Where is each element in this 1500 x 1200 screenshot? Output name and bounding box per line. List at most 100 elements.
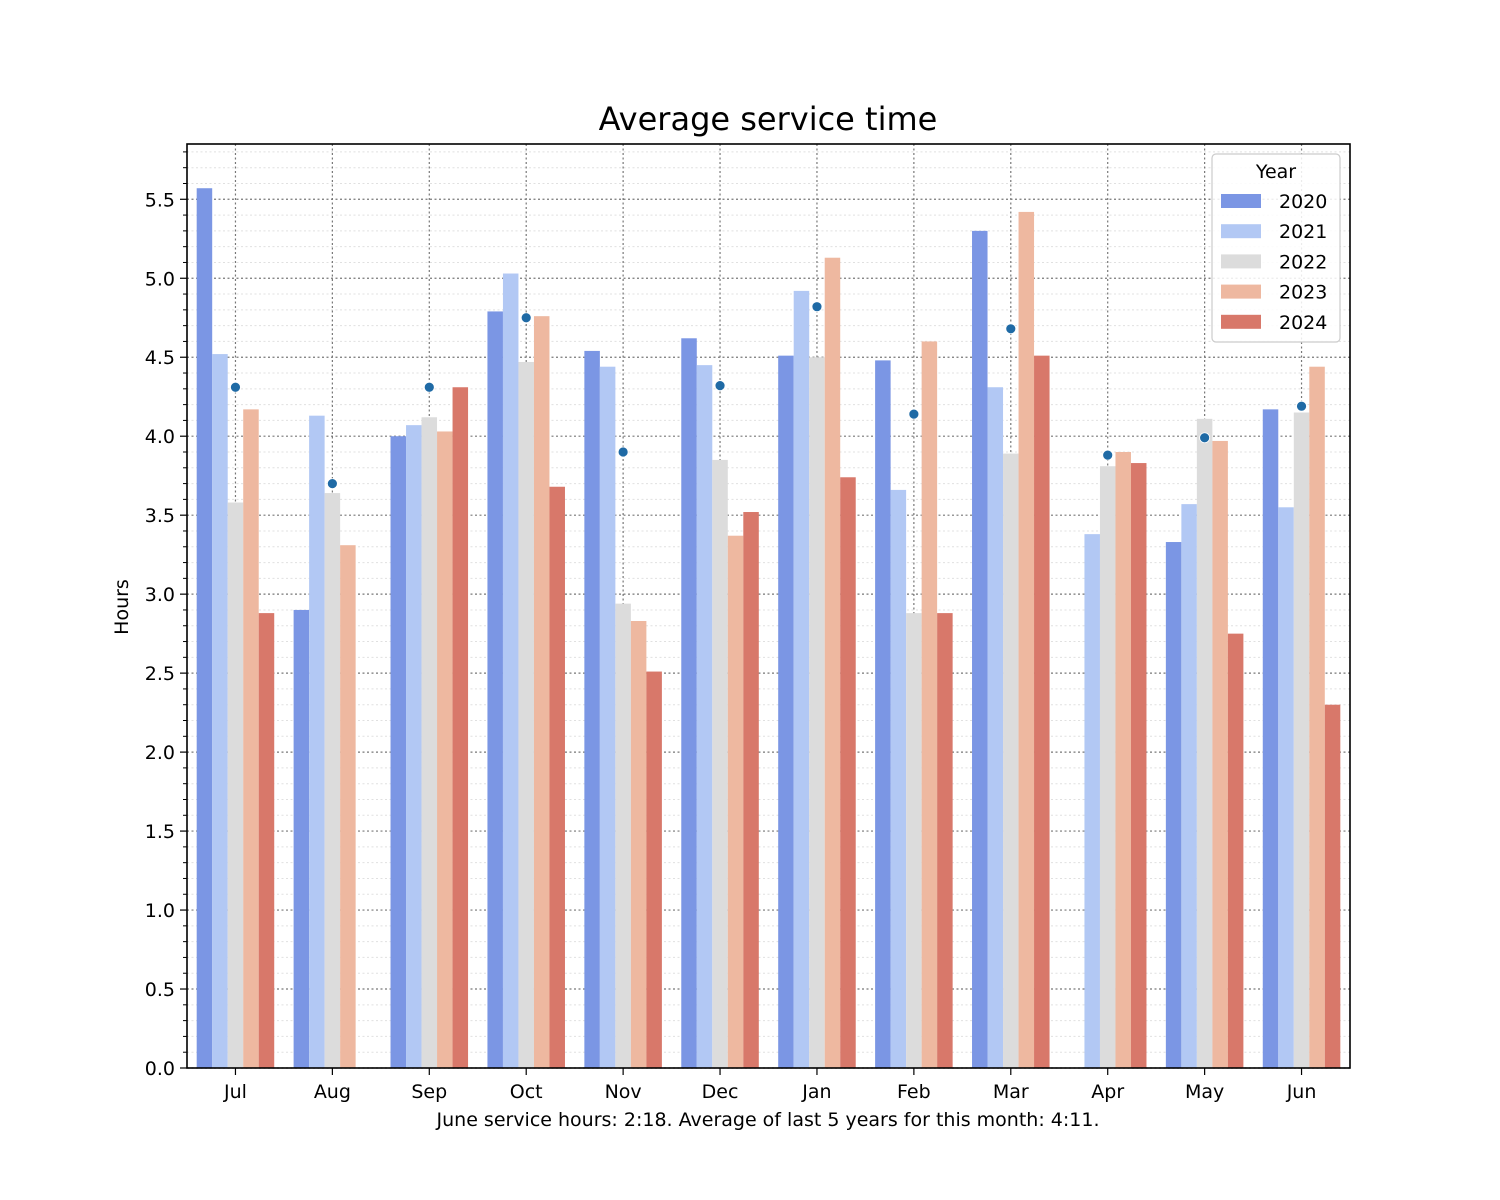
bar-2021-Nov [599, 366, 616, 1068]
legend-label-2024: 2024 [1279, 312, 1327, 334]
y-tick-label: 5.5 [145, 189, 175, 211]
average-marker-Apr [1102, 449, 1114, 461]
bar-2022-Jul [227, 502, 244, 1068]
bar-2021-Aug [309, 415, 325, 1069]
bar-2020-Jan [778, 355, 794, 1069]
x-tick-label: Oct [510, 1081, 543, 1103]
average-marker-Oct [520, 312, 532, 324]
bar-series-2024 [258, 355, 1341, 1069]
bar-2024-Jan [840, 477, 856, 1068]
bar-2024-Dec [743, 512, 759, 1068]
bar-2021-Dec [696, 365, 713, 1069]
bar-2022-May [1196, 418, 1213, 1068]
bar-2022-Dec [712, 459, 728, 1068]
bar-2024-Nov [646, 671, 662, 1068]
bar-2023-Feb [921, 341, 938, 1068]
bar-2022-Aug [324, 493, 341, 1069]
bar-2023-Sep [437, 431, 453, 1068]
average-marker-Jan [811, 301, 823, 313]
legend-label-2022: 2022 [1279, 251, 1327, 273]
y-tick-label: 1.5 [145, 821, 175, 843]
bar-2022-Mar [1003, 453, 1019, 1069]
average-markers-group [230, 301, 1307, 489]
bar-2024-Feb [937, 613, 953, 1068]
bar-2023-Jul [243, 409, 259, 1068]
bar-2022-Oct [518, 361, 534, 1068]
bar-2020-Jun [1262, 409, 1279, 1068]
bar-2022-Nov [615, 603, 631, 1068]
bar-2022-Feb [906, 613, 922, 1068]
x-tick-label: Dec [702, 1081, 739, 1103]
average-marker-Feb [908, 408, 920, 420]
x-tick-label: Jul [223, 1081, 247, 1103]
bar-2021-Sep [406, 425, 422, 1069]
bar-series-2023 [243, 211, 1325, 1069]
y-tick-label: 4.0 [145, 426, 175, 448]
bar-2023-Nov [630, 621, 647, 1068]
legend-label-2020: 2020 [1279, 191, 1327, 213]
legend-swatch-2023 [1221, 284, 1261, 299]
average-marker-Dec [714, 380, 726, 392]
bar-2021-Feb [890, 489, 907, 1068]
y-tick-label: 5.0 [145, 268, 175, 290]
x-tick-label: Nov [605, 1081, 642, 1103]
bar-series-2020 [196, 188, 1279, 1069]
minor-gridlines [187, 151, 1350, 1053]
y-tick-label: 3.5 [145, 505, 175, 527]
average-marker-Sep [423, 381, 435, 393]
x-tick-label: Feb [897, 1081, 931, 1103]
bar-2021-Oct [502, 273, 519, 1068]
y-tick-label: 2.5 [145, 663, 175, 685]
bar-2020-Nov [584, 350, 600, 1068]
x-tick-label: Mar [993, 1081, 1029, 1103]
legend-swatch-2021 [1221, 224, 1261, 239]
bar-2021-Jan [793, 290, 810, 1068]
bar-2020-Oct [487, 311, 503, 1068]
bar-2024-Jun [1324, 704, 1341, 1068]
bar-2021-May [1181, 504, 1197, 1069]
bar-2024-May [1227, 633, 1244, 1068]
bar-2023-May [1212, 440, 1228, 1068]
bar-series-2022 [227, 357, 1310, 1069]
legend-swatch-2020 [1221, 194, 1261, 208]
y-tick-label: 0.0 [145, 1058, 175, 1080]
bar-2020-May [1165, 542, 1182, 1068]
legend-swatch-2024 [1221, 314, 1261, 329]
plot-frame [186, 143, 1351, 1069]
bar-2023-Jun [1309, 366, 1325, 1068]
legend-swatch-2022 [1221, 254, 1261, 269]
x-tick-label: Aug [314, 1081, 351, 1103]
bar-2022-Jan [809, 357, 825, 1068]
y-axis: 0.0 0.5 1.0 1.5 2.0 2.5 3.0 3.5 4.0 4.5 5.0 5.5 [145, 151, 187, 1080]
x-tick-label: Apr [1091, 1081, 1124, 1103]
y-axis-label: Hours [111, 579, 133, 635]
legend-title: Year [1255, 161, 1296, 183]
bar-2022-Jun [1293, 412, 1310, 1068]
bar-2024-Oct [549, 486, 565, 1068]
x-tick-label: Jan [801, 1081, 831, 1103]
bar-2024-Sep [452, 387, 469, 1068]
bar-2024-Apr [1130, 463, 1147, 1068]
bar-2023-Jan [824, 257, 841, 1068]
average-marker-May [1199, 432, 1211, 444]
legend: Year 2020 2021 2022 2023 2024 [1211, 153, 1341, 343]
bar-2020-Jul [196, 188, 213, 1068]
legend-label-2023: 2023 [1279, 282, 1327, 304]
bar-series-2021 [212, 273, 1294, 1069]
bar-2022-Apr [1099, 466, 1116, 1068]
y-tick-label: 0.5 [145, 979, 175, 1001]
legend-label-2021: 2021 [1279, 221, 1327, 243]
bar-2024-Mar [1034, 355, 1050, 1069]
bar-2020-Mar [972, 230, 988, 1068]
average-marker-Mar [1005, 323, 1017, 335]
bar-2022-Sep [421, 417, 438, 1068]
y-tick-label: 1.0 [145, 900, 175, 922]
bar-2020-Dec [681, 338, 697, 1068]
bar-2021-Mar [987, 387, 1004, 1068]
bar-2020-Sep [390, 436, 407, 1068]
bar-2020-Feb [875, 360, 891, 1068]
bar-2023-Mar [1018, 211, 1035, 1068]
bar-2021-Jul [212, 354, 228, 1069]
y-tick-label: 2.0 [145, 742, 175, 764]
average-marker-Jun [1296, 400, 1307, 412]
